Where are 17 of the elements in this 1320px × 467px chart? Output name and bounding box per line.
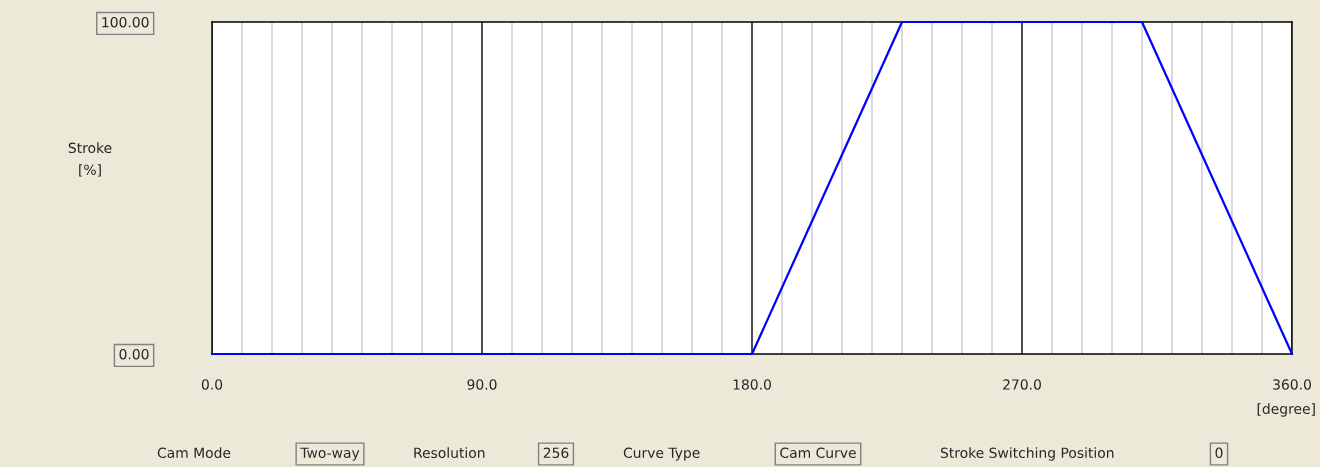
x-axis-title: [degree] (1257, 403, 1315, 417)
x-tick-label: 90.0 (467, 379, 497, 390)
y-axis-title: Stroke [%] (68, 142, 112, 177)
text: Cam Mode (157, 447, 231, 459)
text: Cam Curve (780, 447, 856, 459)
x-tick-label: 180.0 (733, 379, 771, 390)
x-tick-label: 360.0 (1273, 379, 1311, 390)
text: Stroke Switching Position (940, 447, 1114, 461)
text: 0 (1215, 447, 1223, 459)
x-tick-label: 270.0 (1003, 379, 1041, 390)
text: 256 (543, 447, 569, 459)
text: Two-way (300, 447, 360, 461)
y-tick-label: 0.00 (119, 348, 149, 360)
text: Curve Type (623, 447, 700, 461)
x-tick-label: 0.0 (201, 379, 223, 390)
y-tick-label: 100.00 (102, 16, 149, 28)
text: Resolution (414, 447, 485, 459)
